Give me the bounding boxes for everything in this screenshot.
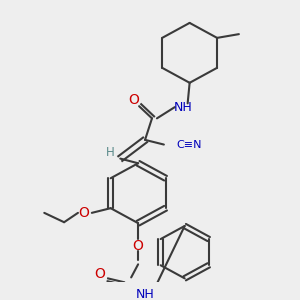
Text: H: H [106, 146, 115, 158]
Text: NH: NH [173, 100, 192, 114]
Text: C≡N: C≡N [177, 140, 202, 150]
Text: O: O [94, 267, 105, 281]
Text: O: O [133, 238, 143, 253]
Text: O: O [129, 93, 140, 106]
Text: NH: NH [136, 288, 154, 300]
Text: O: O [79, 206, 89, 220]
